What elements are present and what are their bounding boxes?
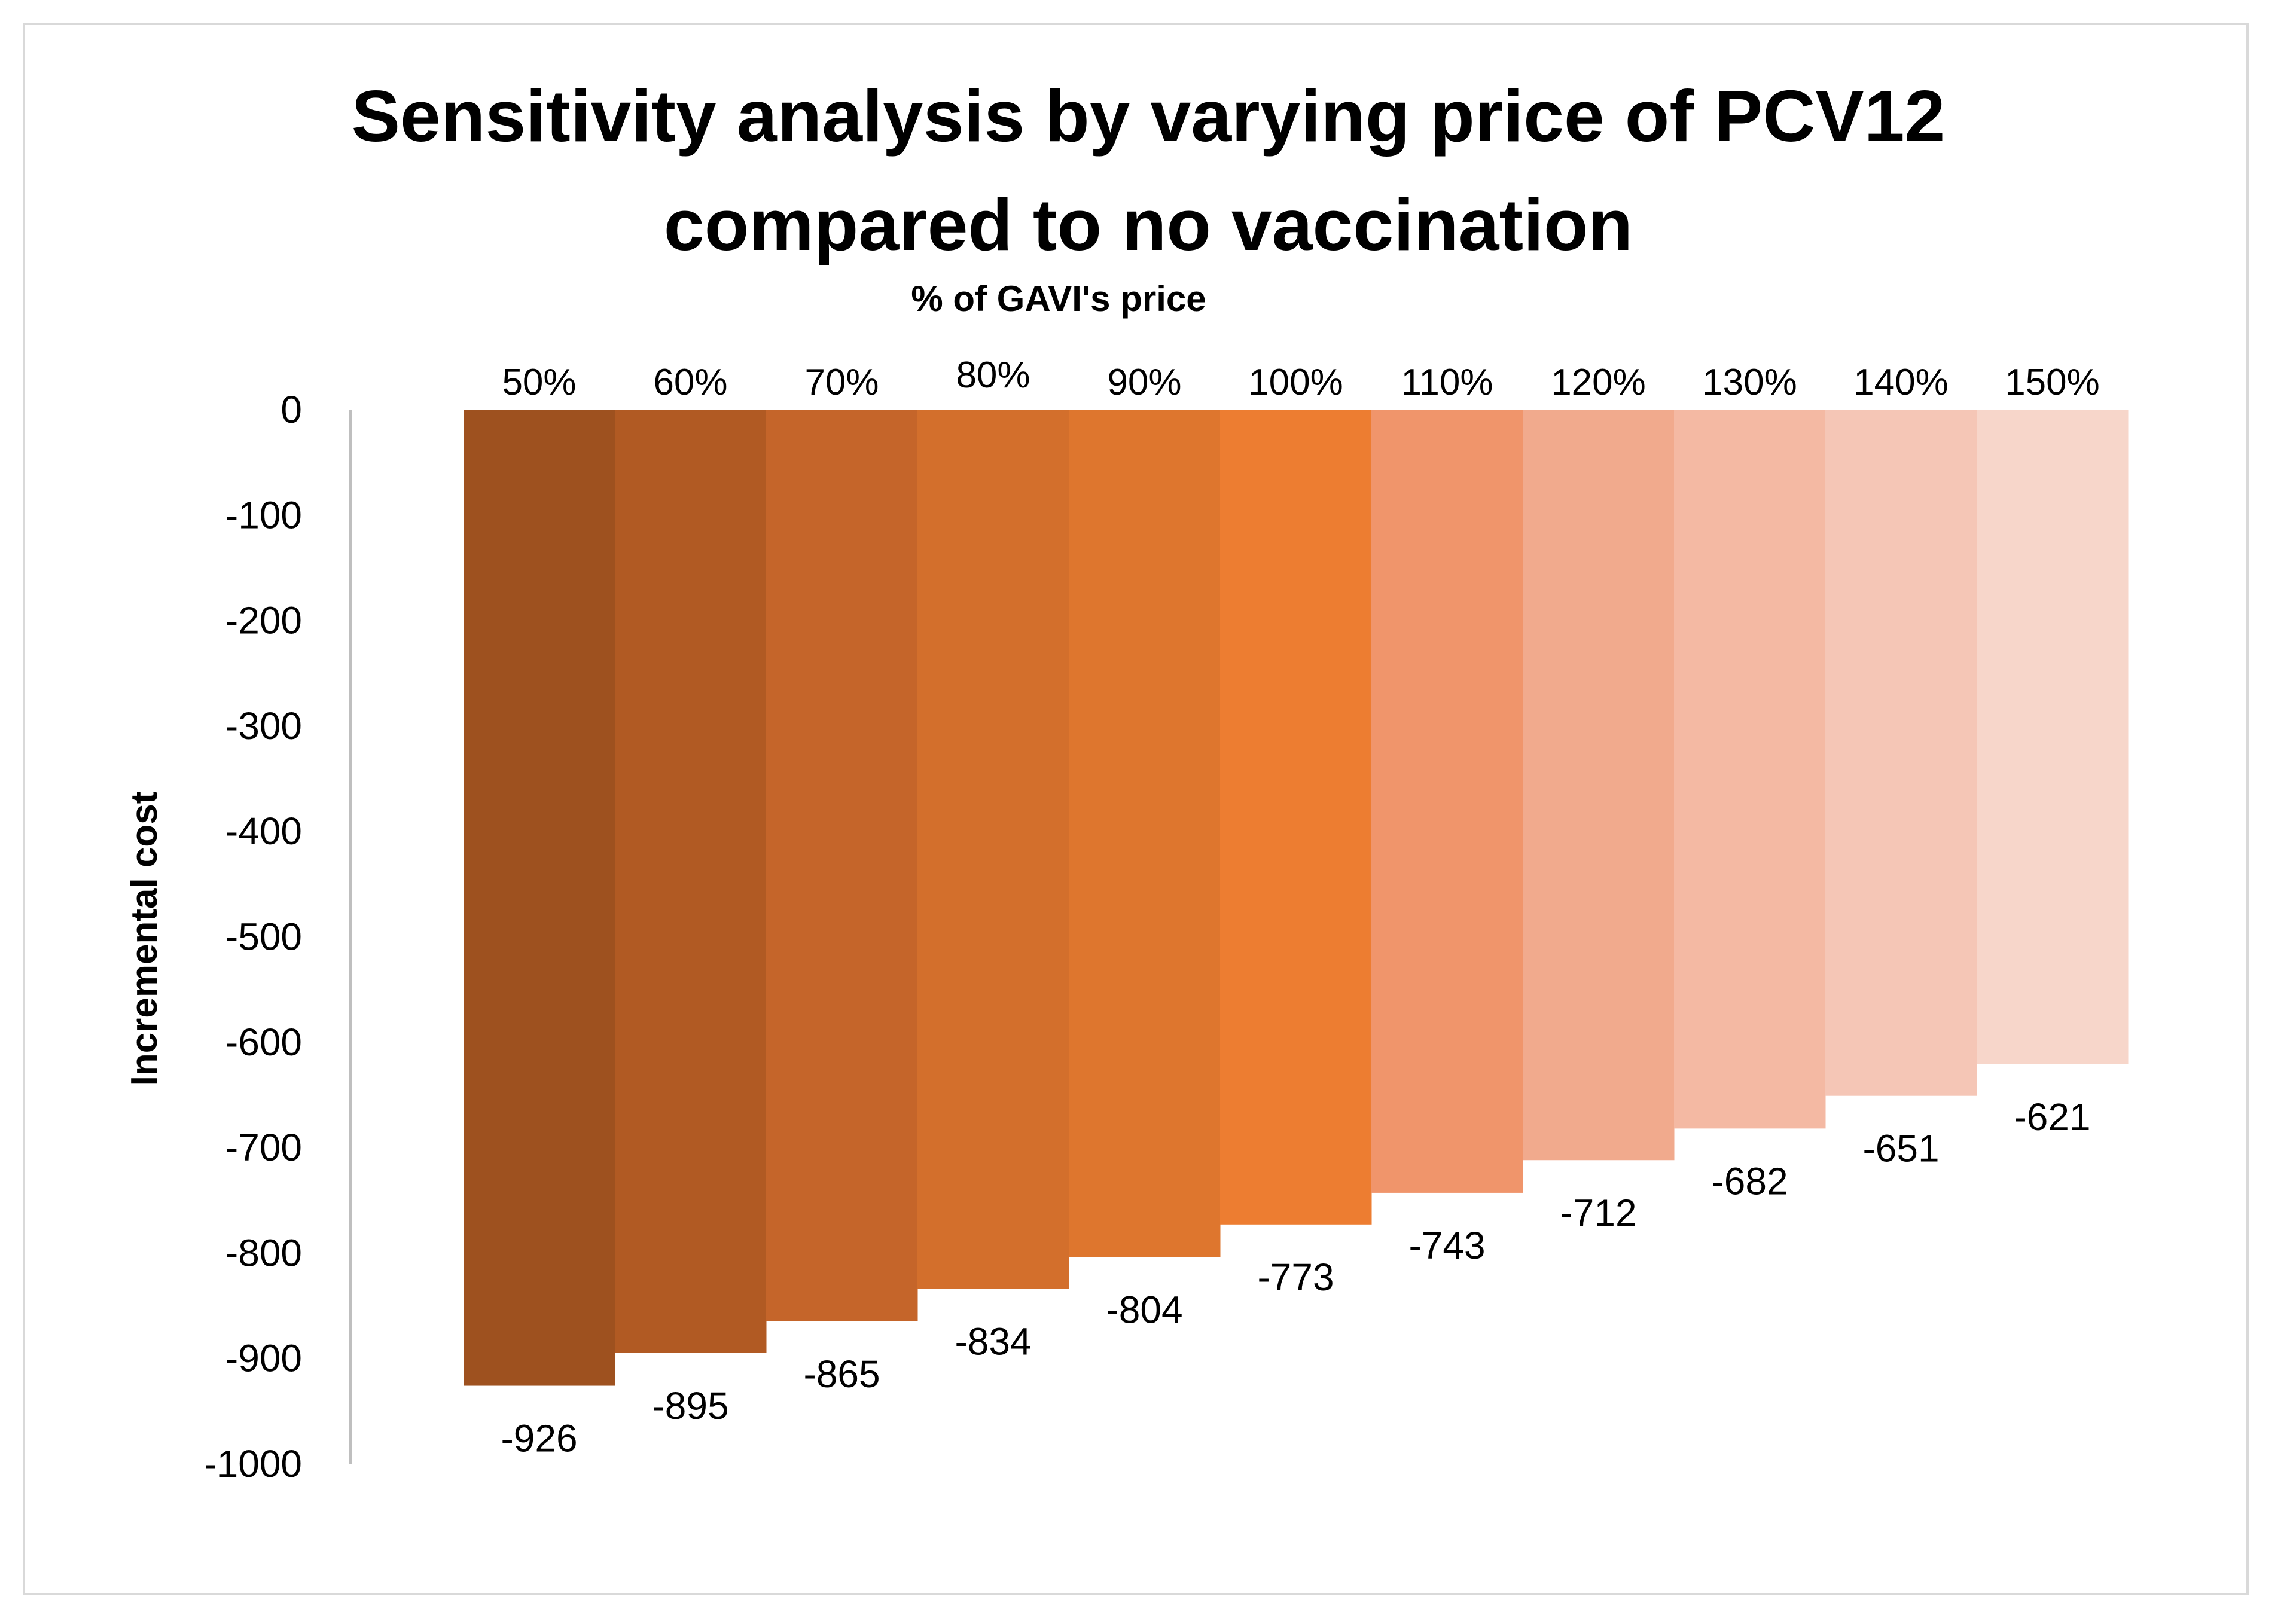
- y-tick-label: -200: [225, 599, 302, 642]
- bar: [1977, 410, 2129, 1064]
- bar: [766, 410, 918, 1321]
- data-label: -804: [1106, 1288, 1182, 1331]
- y-tick-label: -400: [225, 810, 302, 853]
- y-tick-label: -1000: [204, 1442, 302, 1485]
- data-label: -712: [1560, 1191, 1636, 1234]
- x-tick-label: 140%: [1853, 362, 1949, 403]
- x-tick-label: 110%: [1401, 362, 1493, 403]
- bar: [1220, 410, 1372, 1225]
- data-label: -865: [803, 1353, 880, 1396]
- data-labels: -926 -895 -865 -834 -804 -773 -743 -712 -682 -651…: [501, 1095, 2090, 1460]
- x-tick-label: 120%: [1551, 362, 1646, 403]
- x-tick-label: 90%: [1107, 362, 1181, 403]
- bar-group: [464, 410, 2129, 1386]
- bar: [917, 410, 1069, 1289]
- bar: [464, 410, 615, 1386]
- bar: [1069, 410, 1221, 1257]
- y-tick-label: -500: [225, 915, 302, 958]
- x-tick-label: 70%: [804, 362, 879, 403]
- y-tick-label: -600: [225, 1021, 302, 1064]
- x-tick-label: 60%: [653, 362, 727, 403]
- y-tick-label: -700: [225, 1126, 302, 1169]
- y-axis-ticks: 0 -100 -200 -300 -400 -500 -600 -700 -800 -900 -10…: [204, 388, 302, 1485]
- x-tick-label: 100%: [1248, 362, 1343, 403]
- bar: [1825, 410, 1977, 1096]
- bar: [1674, 410, 1826, 1129]
- data-label: -834: [955, 1320, 1031, 1363]
- data-label: -926: [501, 1417, 577, 1460]
- y-tick-label: -800: [225, 1231, 302, 1274]
- data-label: -773: [1257, 1256, 1334, 1299]
- y-tick-label: -300: [225, 704, 302, 747]
- chart-title: Sensitivity analysis by varying price of…: [352, 75, 1946, 157]
- x-tick-label: 80%: [956, 355, 1030, 396]
- x-axis-title: % of GAVI's price: [911, 279, 1206, 319]
- data-label: -682: [1711, 1159, 1788, 1202]
- x-tick-label: 150%: [2005, 362, 2100, 403]
- chart-title-line2: compared to no vaccination: [664, 184, 1633, 265]
- data-label: -895: [652, 1384, 728, 1427]
- bar: [1371, 410, 1523, 1193]
- bar: [615, 410, 767, 1353]
- bar: [1523, 410, 1675, 1161]
- y-tick-label: 0: [280, 388, 302, 431]
- data-label: -651: [1862, 1127, 1939, 1170]
- x-tick-label: 130%: [1702, 362, 1797, 403]
- x-tick-label: 50%: [502, 362, 576, 403]
- y-axis-title: Incremental cost: [124, 792, 165, 1086]
- x-axis-ticks: 50% 60% 70% 80% 90% 100% 110% 120% 130% 140% 150%: [502, 355, 2099, 403]
- y-tick-label: -100: [225, 493, 302, 536]
- data-label: -743: [1408, 1224, 1485, 1267]
- data-label: -621: [2014, 1095, 2090, 1138]
- y-tick-label: -900: [225, 1337, 302, 1380]
